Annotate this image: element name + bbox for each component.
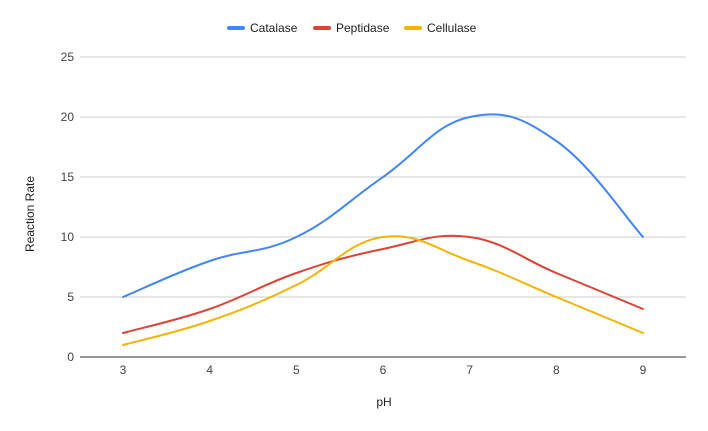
y-tick-label-25: 25 — [61, 50, 75, 64]
legend-label-catalase: Catalase — [250, 21, 298, 35]
series-line-peptidase — [122, 234, 644, 334]
x-axis-ticks: 3 4 5 6 7 8 9 — [120, 363, 647, 377]
series-line-cellulase — [122, 235, 644, 346]
series-line-catalase — [122, 113, 644, 298]
legend: Catalase Peptidase Cellulase — [227, 21, 477, 35]
x-tick-label-7: 7 — [466, 363, 473, 377]
y-tick-label-10: 10 — [61, 230, 75, 244]
x-tick-label-3: 3 — [120, 363, 127, 377]
x-tick-label-8: 8 — [553, 363, 560, 377]
y-axis-ticks: 0 5 10 15 20 25 — [61, 50, 75, 364]
grid-lines — [80, 56, 686, 358]
legend-item-cellulase: Cellulase — [404, 21, 477, 35]
x-axis-title: pH — [376, 395, 391, 409]
series-lines — [122, 113, 644, 346]
x-tick-label-6: 6 — [380, 363, 387, 377]
legend-label-cellulase: Cellulase — [427, 21, 477, 35]
y-tick-label-20: 20 — [61, 110, 75, 124]
y-tick-label-0: 0 — [67, 350, 74, 364]
x-tick-label-4: 4 — [206, 363, 213, 377]
x-tick-label-5: 5 — [293, 363, 300, 377]
y-tick-label-5: 5 — [67, 290, 74, 304]
y-tick-label-15: 15 — [61, 170, 75, 184]
legend-item-catalase: Catalase — [227, 21, 298, 35]
y-axis-title: Reaction Rate — [23, 176, 37, 252]
x-tick-label-9: 9 — [640, 363, 647, 377]
legend-label-peptidase: Peptidase — [336, 21, 390, 35]
legend-item-peptidase: Peptidase — [313, 21, 390, 35]
